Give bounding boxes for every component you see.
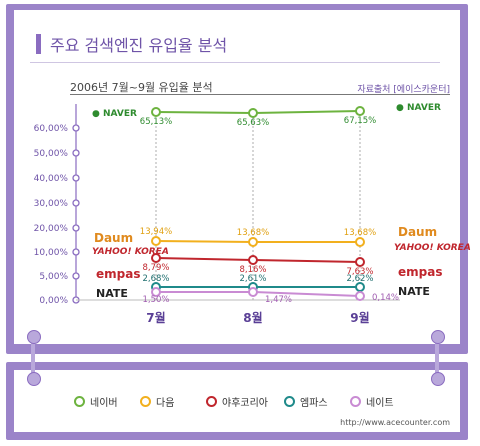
data-point bbox=[355, 282, 365, 292]
pin-right-bottom bbox=[431, 372, 445, 386]
x-tick-label: 9월 bbox=[350, 310, 369, 325]
data-label: 13,94% bbox=[140, 227, 172, 237]
data-label: 7,63% bbox=[346, 267, 373, 277]
page-title: 주요 검색엔진 유입율 분석 bbox=[50, 36, 228, 55]
legend-swatch bbox=[284, 396, 295, 407]
legend-label: 야후코리아 bbox=[222, 398, 268, 409]
title-divider bbox=[30, 62, 440, 63]
chart-source: 자료출처 [에이스카운터] bbox=[357, 85, 450, 95]
nate-logo-right: NATE bbox=[398, 285, 430, 298]
pin-stem-right bbox=[435, 336, 439, 374]
data-point bbox=[355, 257, 365, 267]
data-label: 8,79% bbox=[142, 263, 169, 273]
legend-item-yahoo: 야후코리아 bbox=[206, 394, 284, 409]
data-label: 1,47% bbox=[265, 295, 292, 305]
legend-item-empas: 엠파스 bbox=[284, 394, 350, 409]
y-tick-label: 50,00% bbox=[34, 149, 69, 159]
data-point bbox=[151, 236, 161, 246]
data-label: 1,50% bbox=[142, 295, 169, 305]
legend-swatch bbox=[140, 396, 151, 407]
empas-logo-left: empas bbox=[96, 267, 141, 281]
empas-logo-right: empas bbox=[398, 265, 443, 279]
chart-title: 2006년 7월~9월 유입율 분석 bbox=[70, 81, 213, 94]
legend-item-nate: 네이트 bbox=[350, 394, 416, 409]
pin-left-bottom bbox=[27, 372, 41, 386]
y-tick-marker bbox=[72, 149, 80, 157]
yahoo-logo-right: YAHOO! KOREA bbox=[394, 243, 471, 253]
daum-logo-right: Daum bbox=[398, 225, 438, 239]
data-label: 65,63% bbox=[237, 118, 269, 128]
y-tick-label: 40,00% bbox=[34, 174, 69, 184]
source-url: http://www.acecounter.com bbox=[340, 418, 450, 427]
title-accent-bar bbox=[36, 34, 41, 54]
y-tick-marker bbox=[72, 272, 80, 280]
legend-label: 네이트 bbox=[366, 398, 394, 409]
data-point bbox=[248, 108, 258, 118]
legend-label: 엠파스 bbox=[300, 398, 328, 409]
y-tick-marker bbox=[72, 199, 80, 207]
nate-logo-left: NATE bbox=[96, 287, 128, 300]
pin-right-top bbox=[431, 330, 445, 344]
y-tick-marker bbox=[72, 248, 80, 256]
y-tick-label: 5,00% bbox=[39, 272, 68, 282]
legend-swatch bbox=[350, 396, 361, 407]
data-point bbox=[151, 253, 161, 263]
series-line-0 bbox=[155, 110, 361, 115]
y-tick-marker bbox=[72, 124, 80, 132]
data-label: 67,15% bbox=[344, 116, 376, 126]
y-tick-label: 20,00% bbox=[34, 224, 69, 234]
data-point bbox=[248, 255, 258, 265]
legend-swatch bbox=[74, 396, 85, 407]
x-tick-label: 8월 bbox=[243, 310, 262, 325]
data-point bbox=[151, 107, 161, 117]
legend-item-daum: 다음 bbox=[140, 394, 206, 409]
data-point bbox=[355, 237, 365, 247]
data-point bbox=[248, 237, 258, 247]
data-label: 2,62% bbox=[346, 274, 373, 284]
data-label: 65,13% bbox=[140, 117, 172, 127]
yahoo-logo-left: YAHOO! KOREA bbox=[92, 247, 169, 257]
naver-logo-left: ● NAVER bbox=[92, 109, 137, 119]
daum-logo-left: Daum bbox=[94, 231, 134, 245]
legend: 네이버 다음 야후코리아 엠파스 네이트 bbox=[74, 394, 416, 409]
y-tick-label: 0,00% bbox=[39, 296, 68, 306]
legend-label: 다음 bbox=[156, 398, 175, 409]
x-tick-label: 7월 bbox=[146, 310, 165, 325]
y-tick-label: 10,00% bbox=[34, 248, 69, 258]
data-label: 13,68% bbox=[237, 228, 269, 238]
chart-panel bbox=[14, 10, 460, 344]
data-label: 13,68% bbox=[344, 228, 376, 238]
data-label: 0,14% bbox=[372, 293, 399, 303]
data-point bbox=[355, 106, 365, 116]
legend-item-naver: 네이버 bbox=[74, 394, 140, 409]
y-tick-marker bbox=[72, 224, 80, 232]
y-tick-label: 60,00% bbox=[34, 124, 69, 134]
series-line-4 bbox=[156, 291, 361, 297]
y-tick-label: 30,00% bbox=[34, 199, 69, 209]
plot-top-border bbox=[70, 94, 450, 95]
legend-label: 네이버 bbox=[90, 398, 118, 409]
data-point bbox=[355, 291, 365, 301]
naver-logo-right: ● NAVER bbox=[396, 103, 441, 113]
legend-panel bbox=[14, 370, 460, 432]
legend-swatch bbox=[206, 396, 217, 407]
pin-left-top bbox=[27, 330, 41, 344]
series-line-1 bbox=[155, 240, 360, 243]
data-point bbox=[248, 287, 258, 297]
pin-stem-left bbox=[31, 336, 35, 374]
data-label: 2,68% bbox=[142, 274, 169, 284]
data-label: 8,16% bbox=[239, 265, 266, 275]
y-tick-marker bbox=[72, 174, 80, 182]
data-label: 2,61% bbox=[239, 274, 266, 284]
data-point bbox=[151, 287, 161, 297]
